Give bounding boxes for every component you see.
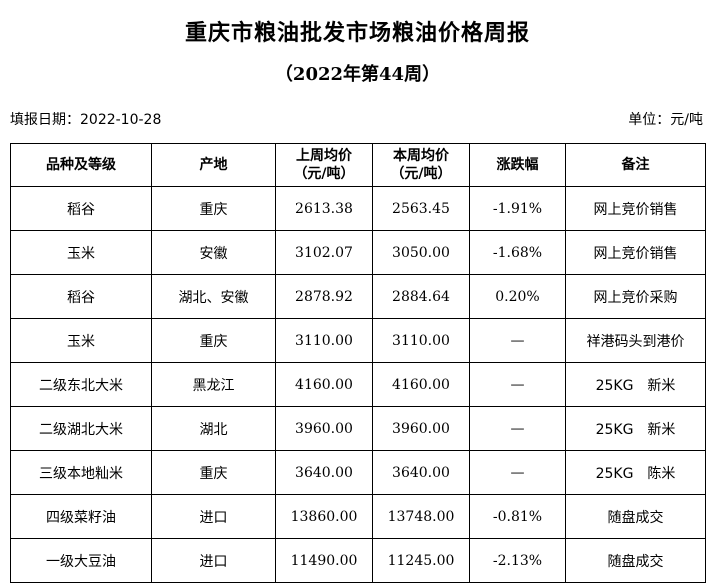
column-header-label: 涨跌幅 [496,157,539,173]
column-header-label: 品种及等级 [46,157,116,173]
cell-last-week-price: 2878.92 [275,274,373,319]
table-row: 二级东北大米 黑龙江 4160.00 4160.00—25KG 新米 [10,362,706,407]
cell-last-week-price: 2613.38 [275,186,373,231]
table-row: 稻谷 湖北、安徽 2878.92 2884.64 0.20% 网上竞价采购 [10,274,706,319]
cell-origin: 重庆 [151,318,276,363]
cell-change: -1.91% [469,186,566,231]
cell-change: 0.20% [469,274,566,319]
column-header-label: 备注 [621,157,650,173]
cell-note: 祥港码头到港价 [565,318,706,363]
cell-variety: 玉米 [10,230,152,275]
cell-change: -2.13% [469,538,566,583]
cell-variety: 稻谷 [10,186,152,231]
cell-variety: 二级东北大米 [10,362,152,407]
cell-note: 25KG 新米 [565,362,706,407]
cell-this-week-price: 3960.00 [372,406,470,451]
report-title: 重庆市粮油批发市场粮油价格周报 [184,20,530,46]
column-header-change: 涨跌幅 [469,143,566,187]
fill-date: 填报日期：2022-10-28 [10,112,162,128]
cell-note: 网上竞价采购 [565,274,706,319]
cell-this-week-price: 2563.45 [372,186,470,231]
cell-last-week-price: 13860.00 [275,494,373,539]
cell-origin: 重庆 [151,186,276,231]
cell-note: 25KG 新米 [565,406,706,451]
table-row: 一级大豆油 进口 11490.00 11245.00 -2.13% 随盘成交 [10,538,706,583]
cell-this-week-price: 4160.00 [372,362,470,407]
column-header-this-week-price: 本周均价 （元/吨） [372,143,470,187]
cell-variety: 一级大豆油 [10,538,152,583]
cell-change: — [469,362,566,407]
cell-origin: 安徽 [151,230,276,275]
cell-origin: 进口 [151,494,276,539]
table-row: 玉米 重庆 3110.00 3110.00— 祥港码头到港价 [10,318,706,363]
cell-change: -1.68% [469,230,566,275]
cell-last-week-price: 3640.00 [275,450,373,495]
cell-this-week-price: 3640.00 [372,450,470,495]
cell-note: 网上竞价销售 [565,186,706,231]
cell-this-week-price: 3050.00 [372,230,470,275]
table-body: 稻谷 重庆 2613.38 2563.45 -1.91% 网上竞价销售 玉米 安徽 3102.0… [10,186,706,583]
cell-change: — [469,318,566,363]
table-row: 四级菜籽油 进口 13860.00 13748.00 -0.81% 随盘成交 [10,494,706,539]
cell-note: 随盘成交 [565,538,706,583]
table-header-row: 品种及等级 产地 上周均价 （元/吨） 本周均价 （元/吨） 涨跌幅 备注 [10,143,706,187]
column-header-variety: 品种及等级 [10,143,152,187]
cell-origin: 湖北 [151,406,276,451]
table-row: 玉米 安徽 3102.07 3050.00 -1.68% 网上竞价销售 [10,230,706,275]
cell-origin: 湖北、安徽 [151,274,276,319]
cell-last-week-price: 3960.00 [275,406,373,451]
cell-this-week-price: 11245.00 [372,538,470,583]
column-header-label: 本周均价 [393,148,449,164]
price-table: 品种及等级 产地 上周均价 （元/吨） 本周均价 （元/吨） 涨跌幅 备注 稻谷… [10,143,706,583]
cell-origin: 进口 [151,538,276,583]
cell-change: -0.81% [469,494,566,539]
cell-last-week-price: 4160.00 [275,362,373,407]
cell-variety: 玉米 [10,318,152,363]
cell-last-week-price: 3102.07 [275,230,373,275]
column-header-label: 上周均价 [296,148,352,164]
cell-note: 25KG 陈米 [565,450,706,495]
cell-variety: 二级湖北大米 [10,406,152,451]
cell-change: — [469,450,566,495]
cell-origin: 黑龙江 [151,362,276,407]
column-header-label: 产地 [199,157,228,173]
column-header-note: 备注 [565,143,706,187]
table-row: 稻谷 重庆 2613.38 2563.45 -1.91% 网上竞价销售 [10,186,706,231]
cell-variety: 稻谷 [10,274,152,319]
cell-this-week-price: 2884.64 [372,274,470,319]
cell-note: 随盘成交 [565,494,706,539]
cell-origin: 重庆 [151,450,276,495]
table-row: 二级湖北大米 湖北 3960.00 3960.00—25KG 新米 [10,406,706,451]
cell-change: — [469,406,566,451]
cell-this-week-price: 13748.00 [372,494,470,539]
cell-this-week-price: 3110.00 [372,318,470,363]
report-subtitle: （2022年第44周） [274,64,441,85]
unit-label: 单位：元/吨 [628,112,703,128]
cell-last-week-price: 11490.00 [275,538,373,583]
cell-variety: 三级本地籼米 [10,450,152,495]
cell-last-week-price: 3110.00 [275,318,373,363]
cell-variety: 四级菜籽油 [10,494,152,539]
cell-note: 网上竞价销售 [565,230,706,275]
column-header-origin: 产地 [151,143,276,187]
column-header-last-week-price: 上周均价 （元/吨） [275,143,373,187]
column-header-unit: （元/吨） [390,166,452,182]
column-header-unit: （元/吨） [293,166,355,182]
table-row: 三级本地籼米 重庆 3640.00 3640.00—25KG 陈米 [10,450,706,495]
